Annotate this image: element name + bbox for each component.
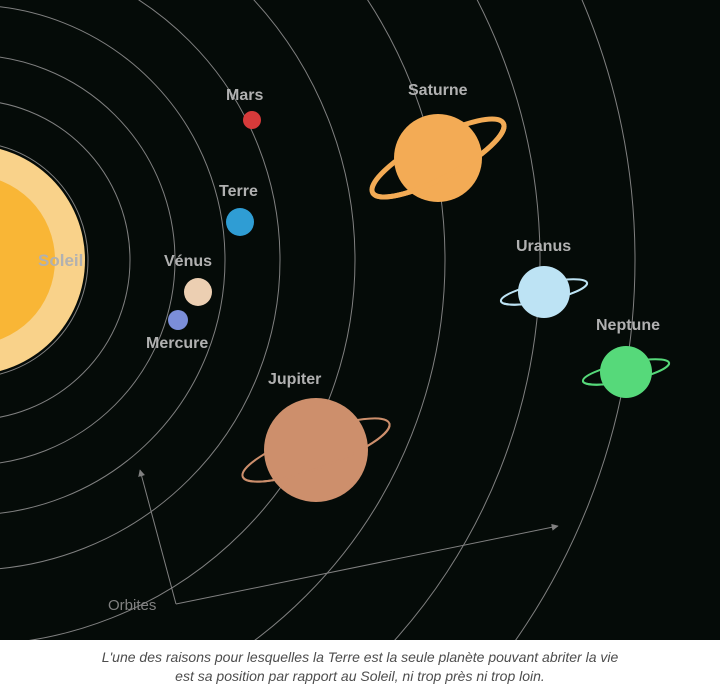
planet-terre-body [226,208,254,236]
planet-mercure [168,310,188,330]
planet-uranus-body [518,266,570,318]
solar-system-diagram: Soleil Mercure Vénus Terre Mars Jupiter Saturn… [0,0,720,640]
planet-vénus [184,278,212,306]
planet-jupiter-body [264,398,368,502]
planet-vénus-label: Vénus [164,253,212,270]
planet-jupiter-label: Jupiter [268,371,321,388]
caption-line2: est sa position par rapport au Soleil, n… [175,668,545,684]
planet-mercure-body [168,310,188,330]
planet-terre-label: Terre [219,183,258,200]
orbit-annotation-label: Orbites [108,597,156,614]
planet-terre [226,208,254,236]
planet-mercure-label: Mercure [146,335,208,352]
planet-uranus-label: Uranus [516,238,571,255]
planet-vénus-body [184,278,212,306]
planet-saturne-body [394,114,482,202]
planet-neptune-label: Neptune [596,317,660,334]
planet-mars-label: Mars [226,87,263,104]
planet-neptune-body [600,346,652,398]
caption-line1: L'une des raisons pour lesquelles la Ter… [102,649,619,665]
planet-mars-body [243,111,261,129]
planet-saturne-label: Saturne [408,82,468,99]
caption: L'une des raisons pour lesquelles la Ter… [0,648,720,686]
sun-label: Soleil [38,251,83,270]
planet-mars [243,111,261,129]
